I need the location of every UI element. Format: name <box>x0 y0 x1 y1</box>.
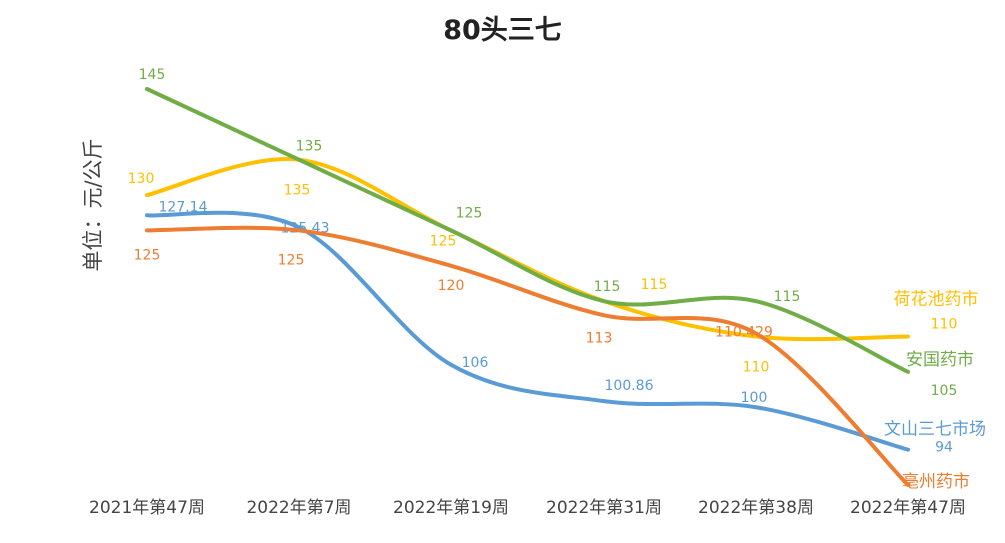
data-label: 130 <box>128 171 155 187</box>
data-label: 125 <box>430 233 457 249</box>
data-label: 120 <box>438 278 465 294</box>
x-tick-label: 2022年第47周 <box>850 498 966 518</box>
data-label: 110 <box>931 317 958 333</box>
x-tick-label: 2022年第19周 <box>393 498 509 518</box>
data-label: 94 <box>935 440 953 456</box>
series-line <box>145 225 910 487</box>
series-line <box>145 210 910 452</box>
data-label: 113 <box>586 330 613 346</box>
data-label: 135 <box>284 183 311 199</box>
data-label: 115 <box>774 289 801 305</box>
data-label: 115 <box>594 279 621 295</box>
series-name-label: 安国药市 <box>906 350 974 370</box>
x-tick-label: 2021年第47周 <box>89 498 205 518</box>
data-label: 100.86 <box>605 378 654 394</box>
series-name-label: 文山三七市场 <box>884 420 986 440</box>
data-label: 106 <box>462 355 489 371</box>
x-tick-label: 2022年第38周 <box>698 498 814 518</box>
data-label: 100 <box>741 390 768 406</box>
data-label: 110 <box>743 360 770 376</box>
data-label: 125 <box>456 205 483 221</box>
series-line <box>145 87 910 374</box>
data-label: 145 <box>139 67 166 83</box>
data-label: 110.429 <box>715 324 773 340</box>
data-label: 125 <box>134 247 161 263</box>
data-label: 115 <box>641 277 668 293</box>
data-label: 127.14 <box>159 199 208 215</box>
x-tick-label: 2022年第7周 <box>246 498 351 518</box>
x-tick-label: 2022年第31周 <box>546 498 662 518</box>
series-name-label: 荷花池药市 <box>894 290 979 310</box>
data-label: 135 <box>296 139 323 155</box>
data-label: 125 <box>278 252 305 268</box>
series-name-label: 亳州药市 <box>902 472 970 492</box>
data-label: 105 <box>931 383 958 399</box>
chart-title: 80头三七 <box>443 15 562 46</box>
